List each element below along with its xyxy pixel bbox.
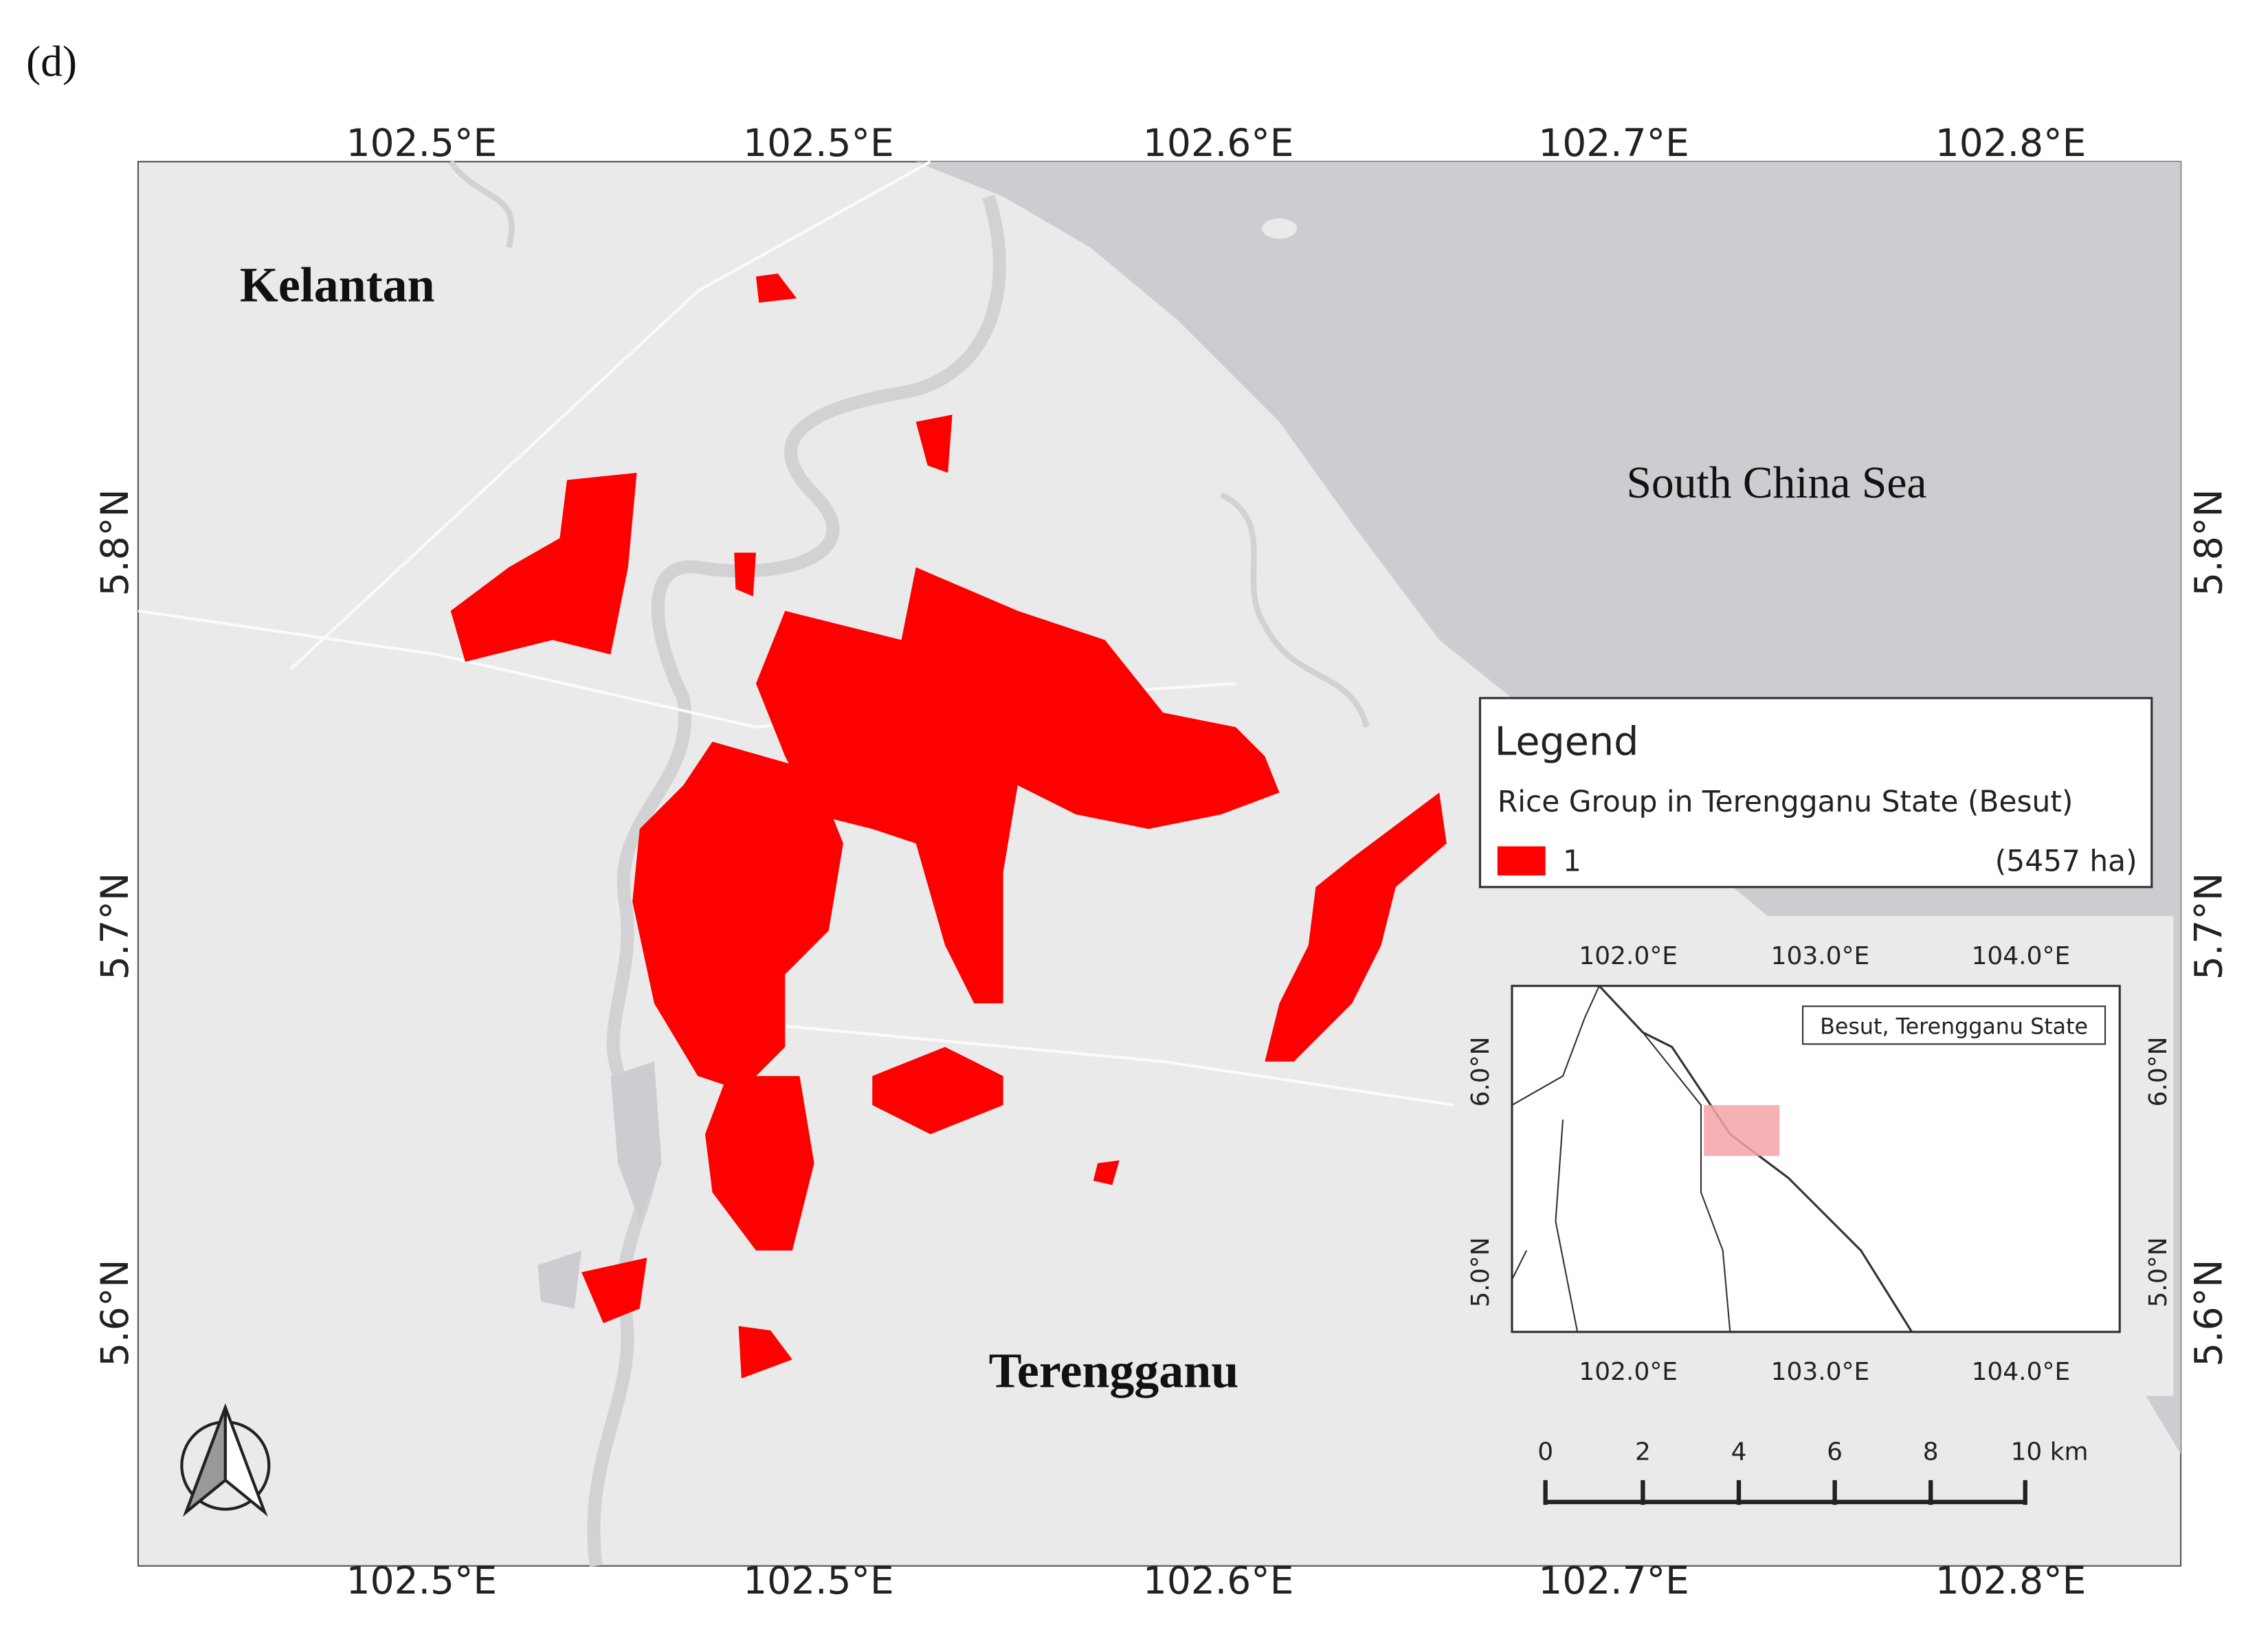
inset-x-label: 102.0°E [1579,942,1678,970]
scale-label: 4 [1731,1438,1747,1466]
map-feature [183,1407,227,1517]
place-name: Terengganu [989,1343,1239,1398]
inset-x-label: 104.0°E [1972,942,2071,970]
river [448,159,1370,728]
y-labels-right: 5.8°N 5.7°N 5.6°N [2186,489,2230,1366]
panel-label: (d) [26,36,77,85]
rice-patch [872,1047,1003,1135]
y-label: 5.7°N [2186,873,2230,980]
rice-patch [581,1258,647,1324]
y-label: 5.7°N [93,873,137,980]
y-label: 5.8°N [2186,489,2230,596]
scale-label: 8 [1923,1438,1939,1466]
lake [537,1061,662,1309]
rice-patch [450,472,637,662]
x-label: 102.5°E [743,1559,894,1603]
inset-x-label: 102.0°E [1579,1358,1678,1386]
y-label: 5.6°N [93,1260,137,1367]
scale-label: 0 [1537,1438,1553,1466]
scale-labels: 0 2 4 6 8 10 km [1537,1438,2088,1466]
rice-patch [734,552,756,596]
legend-title: Legend [1495,719,1639,764]
inset-title: Besut, Terengganu State [1820,1015,2088,1040]
scale-label: 6 [1827,1438,1843,1466]
legend: Legend Rice Group in Terengganu State (B… [1478,697,2153,889]
y-labels-left: 5.8°N 5.7°N 5.6°N [93,489,137,1366]
x-label: 102.6°E [1143,121,1294,165]
inset-x-label: 104.0°E [1972,1358,2071,1386]
rice-patch [915,414,953,473]
x-label: 102.8°E [1935,121,2087,165]
inset-title-box [1802,1005,2106,1045]
inset-y-label: 5.0°N [1467,1237,1495,1307]
x-labels-top: 102.5°E 102.5°E 102.6°E 102.7°E 102.8°E [346,121,2087,165]
inset-x-label: 103.0°E [1771,942,1870,970]
inset-x-label: 103.0°E [1771,1358,1870,1386]
x-label: 102.7°E [1538,121,1689,165]
legend-item: 1 [1563,845,1581,878]
x-labels-bottom: 102.5°E 102.5°E 102.6°E 102.7°E 102.8°E [346,1559,2087,1603]
north-arrow [180,1403,271,1517]
rice-patch [1265,792,1447,1062]
x-label: 102.8°E [1935,1559,2087,1603]
x-label: 102.5°E [346,1559,498,1603]
study-area [1704,1105,1780,1157]
place-name: South China Sea [1626,458,1926,508]
legend-layer: Rice Group in Terengganu State (Besut) [1498,785,2074,818]
rice-patch [756,274,797,303]
rice-patch [1093,1160,1120,1185]
scale-label: 10 km [2011,1438,2089,1466]
sea [915,161,2181,1454]
x-label: 102.5°E [346,121,498,165]
rice-patch [704,1075,814,1251]
inset-y-label: 5.0°N [2144,1237,2172,1307]
inset-y-label: 6.0°N [1467,1036,1495,1106]
rice-patch [632,741,843,1091]
inset: Besut, Terengganu State 102.0°E 103.0°E … [1454,916,2174,1396]
x-label: 102.5°E [743,121,894,165]
rice-patch [756,567,1280,1004]
x-label: 102.6°E [1143,1559,1294,1603]
scale-bar [1543,1480,2027,1505]
place-name: Kelantan [240,257,435,312]
island [1262,218,1297,239]
rice-area [450,274,1447,1378]
x-label: 102.7°E [1538,1559,1689,1603]
y-label: 5.8°N [93,489,137,596]
scale-label: 2 [1635,1438,1651,1466]
rice-patch [738,1326,792,1378]
legend-swatch [1497,846,1546,875]
legend-area: (5457 ha) [1995,845,2137,878]
legend-box [1478,697,2153,889]
boundary [1511,985,1731,1332]
y-label: 5.6°N [2186,1260,2230,1367]
river [587,194,1006,1567]
inset-y-label: 6.0°N [2144,1036,2172,1106]
